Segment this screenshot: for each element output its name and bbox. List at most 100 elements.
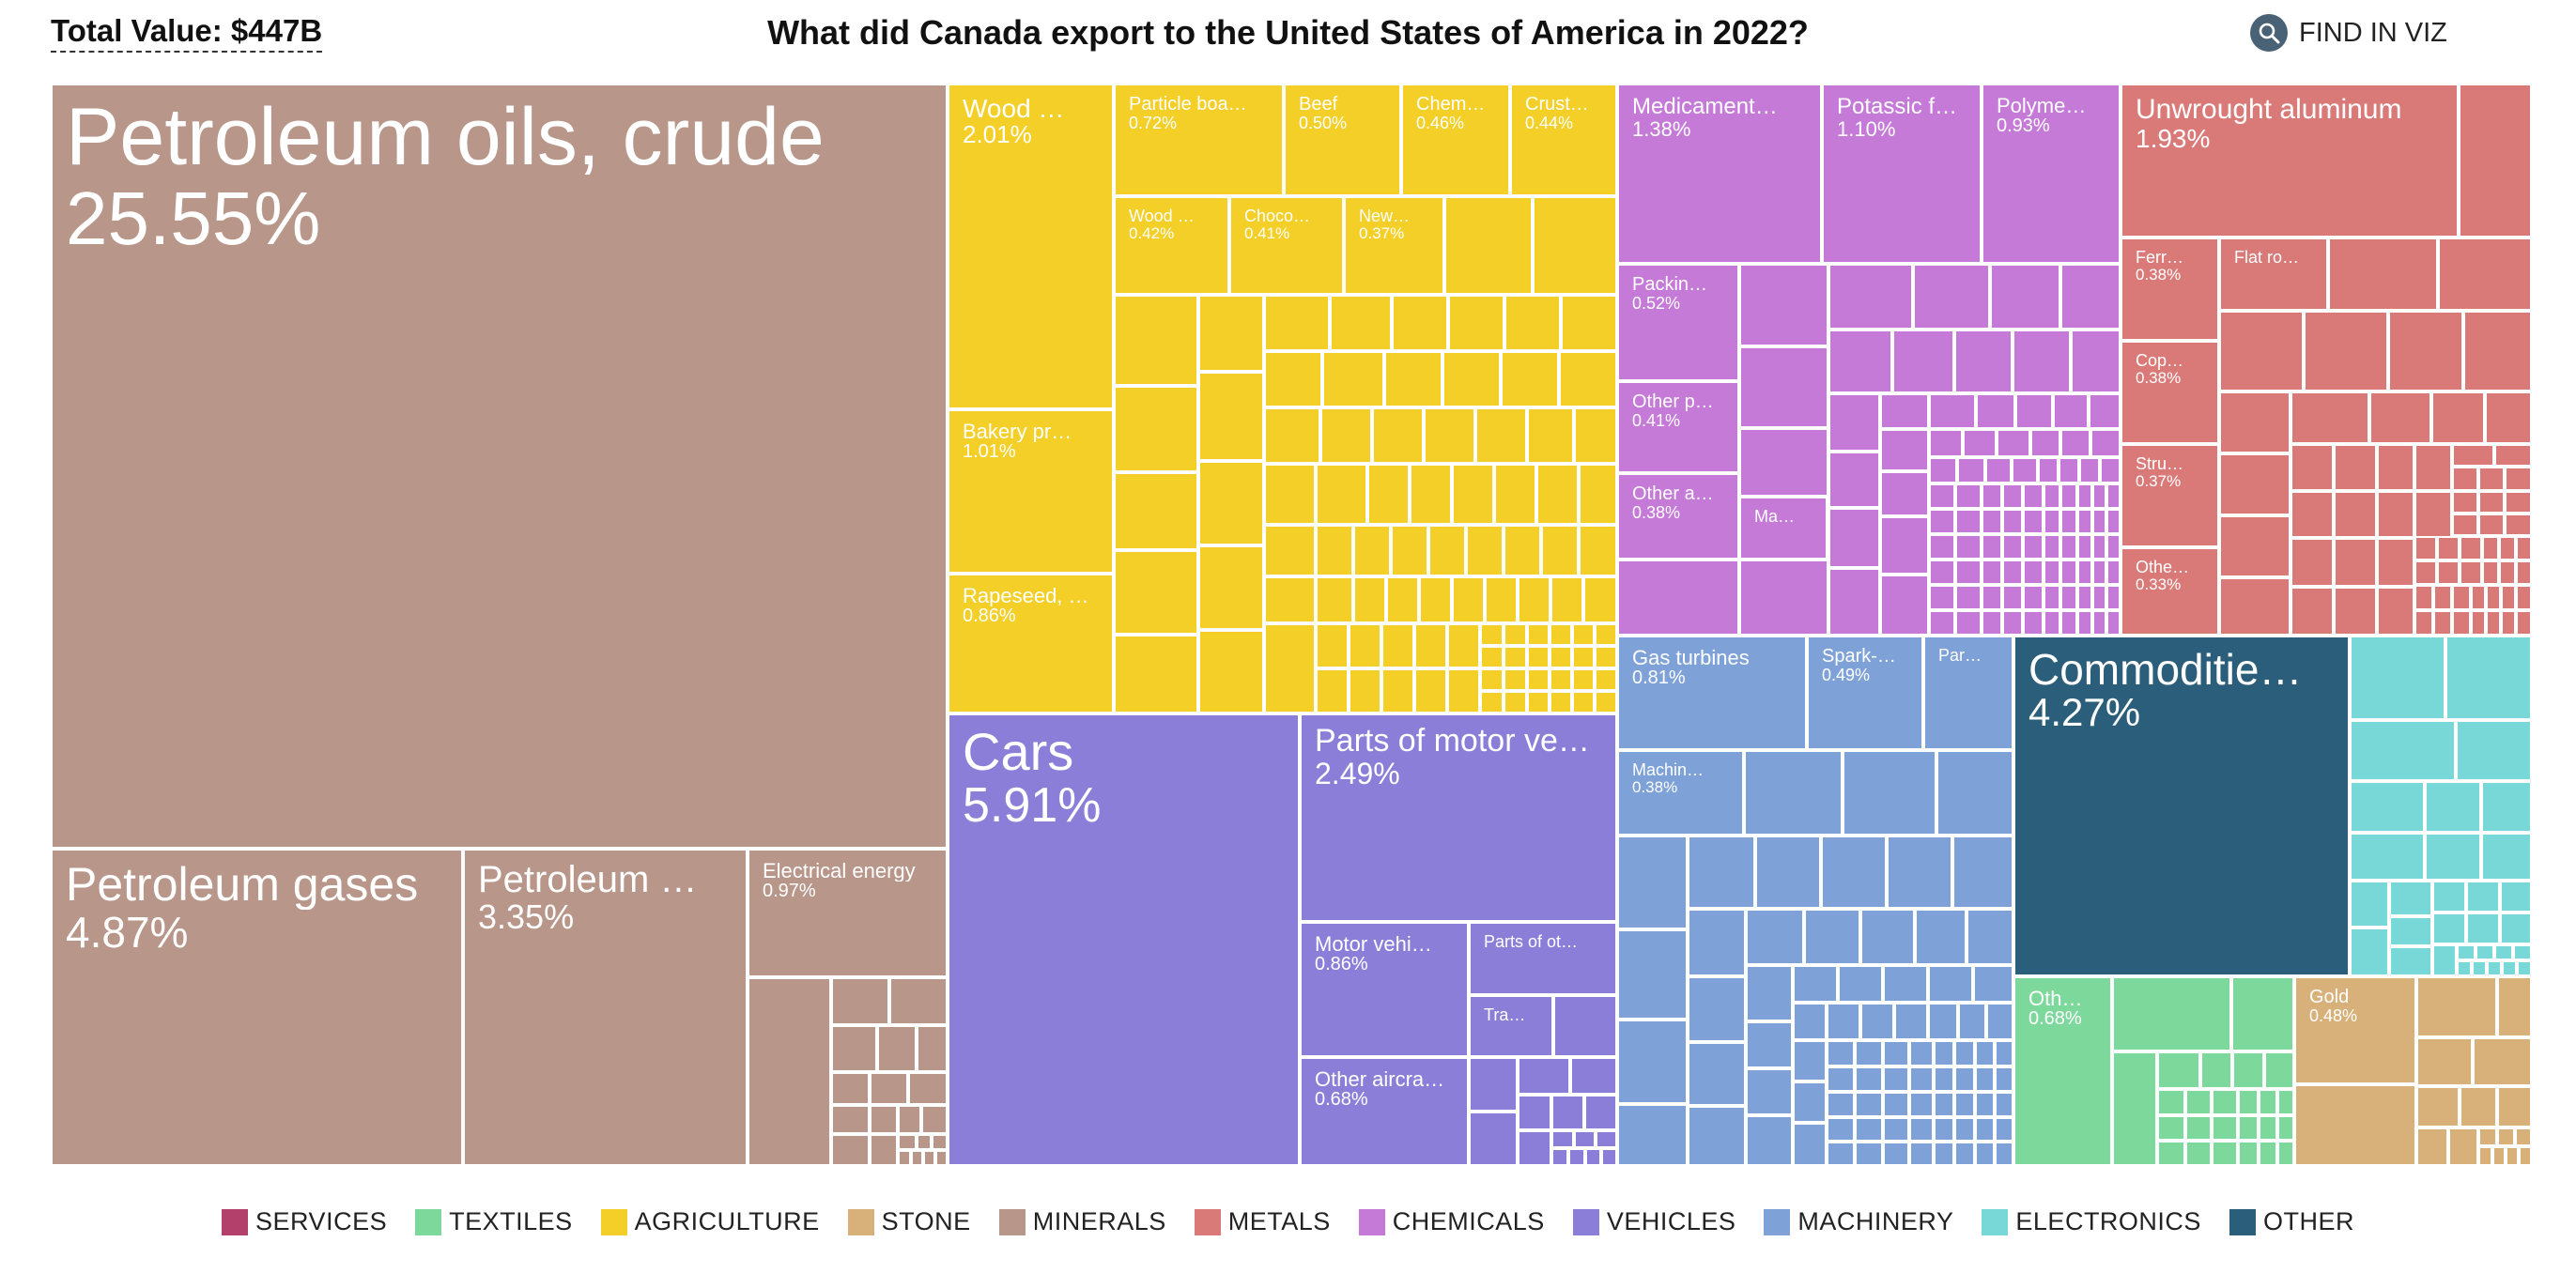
treemap-tile-agriculture[interactable] (1572, 623, 1595, 646)
treemap-tile-minerals[interactable] (877, 1025, 917, 1072)
treemap-tile-agriculture[interactable] (1480, 646, 1504, 668)
treemap-tile-vehicles[interactable] (1469, 1057, 1518, 1112)
treemap-tile-machinery[interactable] (1954, 1092, 1975, 1117)
treemap-tile-chemicals[interactable] (1880, 575, 1929, 636)
treemap-tile-cars[interactable]: Cars 5.91% (948, 713, 1300, 1166)
treemap-tile-metals[interactable] (2499, 560, 2516, 585)
treemap-tile-machinery[interactable] (1954, 1117, 1975, 1142)
treemap-tile-other-aircra[interactable]: Other aircra… 0.68% (1300, 1057, 1469, 1166)
treemap-tile-machinery[interactable] (1688, 976, 1746, 1042)
treemap-tile-chemicals[interactable] (2077, 483, 2092, 509)
treemap-tile-chemicals[interactable] (1955, 509, 1982, 534)
treemap-tile-metals[interactable] (2499, 536, 2516, 560)
treemap-tile-vehicles[interactable] (1584, 1095, 1617, 1130)
treemap-tile-metals[interactable] (2516, 610, 2532, 636)
treemap-tile-machinery[interactable] (1746, 1115, 1793, 1166)
treemap-tile-agriculture[interactable] (1527, 691, 1550, 713)
treemap-tile-agriculture[interactable] (1198, 295, 1264, 372)
treemap-tile-agriculture[interactable] (1264, 623, 1316, 713)
treemap-tile-machinery[interactable] (1909, 1117, 1934, 1142)
treemap-tile-agriculture[interactable] (1448, 295, 1504, 351)
treemap-tile-electronics[interactable] (2457, 944, 2476, 960)
treemap-tile-electronics[interactable] (2502, 960, 2517, 976)
treemap-tile-agriculture[interactable] (1595, 623, 1617, 646)
treemap-tile-chemicals[interactable] (2092, 534, 2106, 560)
treemap-tile-chemicals[interactable] (2060, 483, 2077, 509)
treemap-tile-chemicals[interactable] (2002, 610, 2023, 636)
treemap-tile-machinery[interactable] (1936, 750, 2013, 836)
treemap-tile-textiles[interactable] (2112, 976, 2231, 1051)
treemap-tile-agriculture[interactable] (1316, 576, 1353, 623)
treemap-tile-agriculture[interactable] (1353, 525, 1391, 576)
treemap-tile-agriculture[interactable] (1504, 295, 1561, 351)
treemap-tile-metals[interactable] (2431, 391, 2485, 444)
treemap-tile-agriculture[interactable] (1330, 295, 1392, 351)
treemap-tile-stone[interactable] (2416, 976, 2497, 1037)
treemap-tile-chemicals[interactable] (1739, 560, 1828, 636)
treemap-tile-chemicals[interactable] (1955, 610, 1982, 636)
treemap-tile-minerals[interactable] (898, 1150, 911, 1166)
treemap-tile-agriculture[interactable] (1381, 623, 1414, 668)
treemap-tile-agriculture[interactable] (1114, 295, 1198, 386)
treemap-tile-machinery[interactable] (1954, 1142, 1975, 1166)
treemap-tile-machinery[interactable] (1986, 1003, 2013, 1040)
treemap-tile-metals[interactable] (2485, 391, 2532, 444)
treemap-tile-electronics[interactable] (2350, 636, 2445, 720)
treemap-tile-textiles[interactable] (2212, 1115, 2238, 1141)
treemap-tile-chemicals[interactable] (1982, 534, 2002, 560)
treemap-tile-machinery[interactable] (1617, 929, 1688, 1020)
treemap-tile-petroleum-oils-crude[interactable]: Petroleum oils, crude 25.55% (51, 84, 948, 849)
treemap-tile-agriculture[interactable] (1444, 196, 1533, 295)
treemap-tile-chemicals[interactable] (1739, 346, 1828, 428)
treemap-tile-electronics[interactable] (2513, 944, 2532, 960)
treemap-tile-metals[interactable] (2219, 577, 2291, 636)
treemap-tile-vehicles[interactable] (1553, 995, 1617, 1057)
treemap-tile-chemicals[interactable] (2092, 509, 2106, 534)
treemap-tile-chemicals[interactable] (2023, 585, 2044, 610)
treemap-tile-machinery[interactable] (1883, 1066, 1909, 1092)
treemap-tile-chemicals[interactable] (1963, 429, 1997, 457)
treemap-tile-chemicals[interactable] (1990, 264, 2060, 330)
treemap-tile-stone[interactable] (2506, 1146, 2519, 1166)
treemap-tile-metals[interactable] (2334, 444, 2377, 491)
treemap-tile-chemicals[interactable] (2023, 509, 2044, 534)
treemap-tile-stone[interactable] (2492, 1146, 2506, 1166)
treemap-tile-minerals[interactable] (889, 977, 948, 1025)
treemap-tile-chemicals[interactable] (2092, 483, 2106, 509)
treemap-tile-metals[interactable] (2437, 536, 2460, 560)
treemap-tile-stone[interactable] (2497, 976, 2532, 1037)
treemap-tile-metals[interactable] (2291, 587, 2334, 636)
treemap-tile-metals[interactable] (2452, 514, 2478, 536)
treemap-tile-chemicals[interactable] (2023, 483, 2044, 509)
treemap-tile-chemicals[interactable] (1955, 534, 1982, 560)
treemap-tile-agriculture[interactable] (1561, 295, 1617, 351)
treemap-tile-chemicals[interactable] (2071, 330, 2121, 393)
treemap-tile-machinery[interactable] (1804, 909, 1860, 965)
treemap-tile-electronics[interactable] (2389, 881, 2432, 916)
treemap-tile-metals[interactable] (2452, 467, 2478, 491)
treemap-tile-chemicals[interactable] (2077, 610, 2092, 636)
treemap-tile-minerals[interactable] (831, 1105, 870, 1134)
treemap-tile-chemicals[interactable] (2060, 534, 2077, 560)
treemap-tile-textiles[interactable] (2259, 1115, 2277, 1141)
treemap-tile-minerals[interactable] (923, 1150, 935, 1166)
treemap-tile-chemicals[interactable] (1828, 393, 1880, 452)
treemap-tile-choco[interactable]: Choco… 0.41% (1229, 196, 1344, 295)
treemap-tile-machinery[interactable] (1995, 1066, 2013, 1092)
treemap-tile-agriculture[interactable] (1541, 525, 1579, 576)
treemap-tile-machinery[interactable] (1793, 1003, 1827, 1040)
treemap-tile-textiles[interactable] (2185, 1115, 2212, 1141)
treemap-tile-metals[interactable] (2486, 585, 2501, 610)
treemap-tile-chemicals[interactable] (2044, 610, 2060, 636)
treemap-tile-minerals[interactable] (831, 1025, 877, 1072)
treemap-tile-machinery[interactable] (1883, 1142, 1909, 1166)
treemap-tile-stone[interactable] (2519, 1146, 2532, 1166)
treemap-tile-metals[interactable] (2414, 444, 2452, 491)
treemap-tile-metals[interactable] (2471, 610, 2486, 636)
treemap-tile-agriculture[interactable] (1536, 464, 1579, 525)
treemap-tile-agriculture[interactable] (1410, 464, 1452, 525)
legend-item-stone[interactable]: STONE (847, 1207, 971, 1236)
treemap-tile-commoditie[interactable]: Commoditie… 4.27% (2013, 636, 2350, 976)
treemap-tile-agriculture[interactable] (1381, 668, 1414, 713)
treemap-tile-stone[interactable] (2294, 1084, 2416, 1166)
